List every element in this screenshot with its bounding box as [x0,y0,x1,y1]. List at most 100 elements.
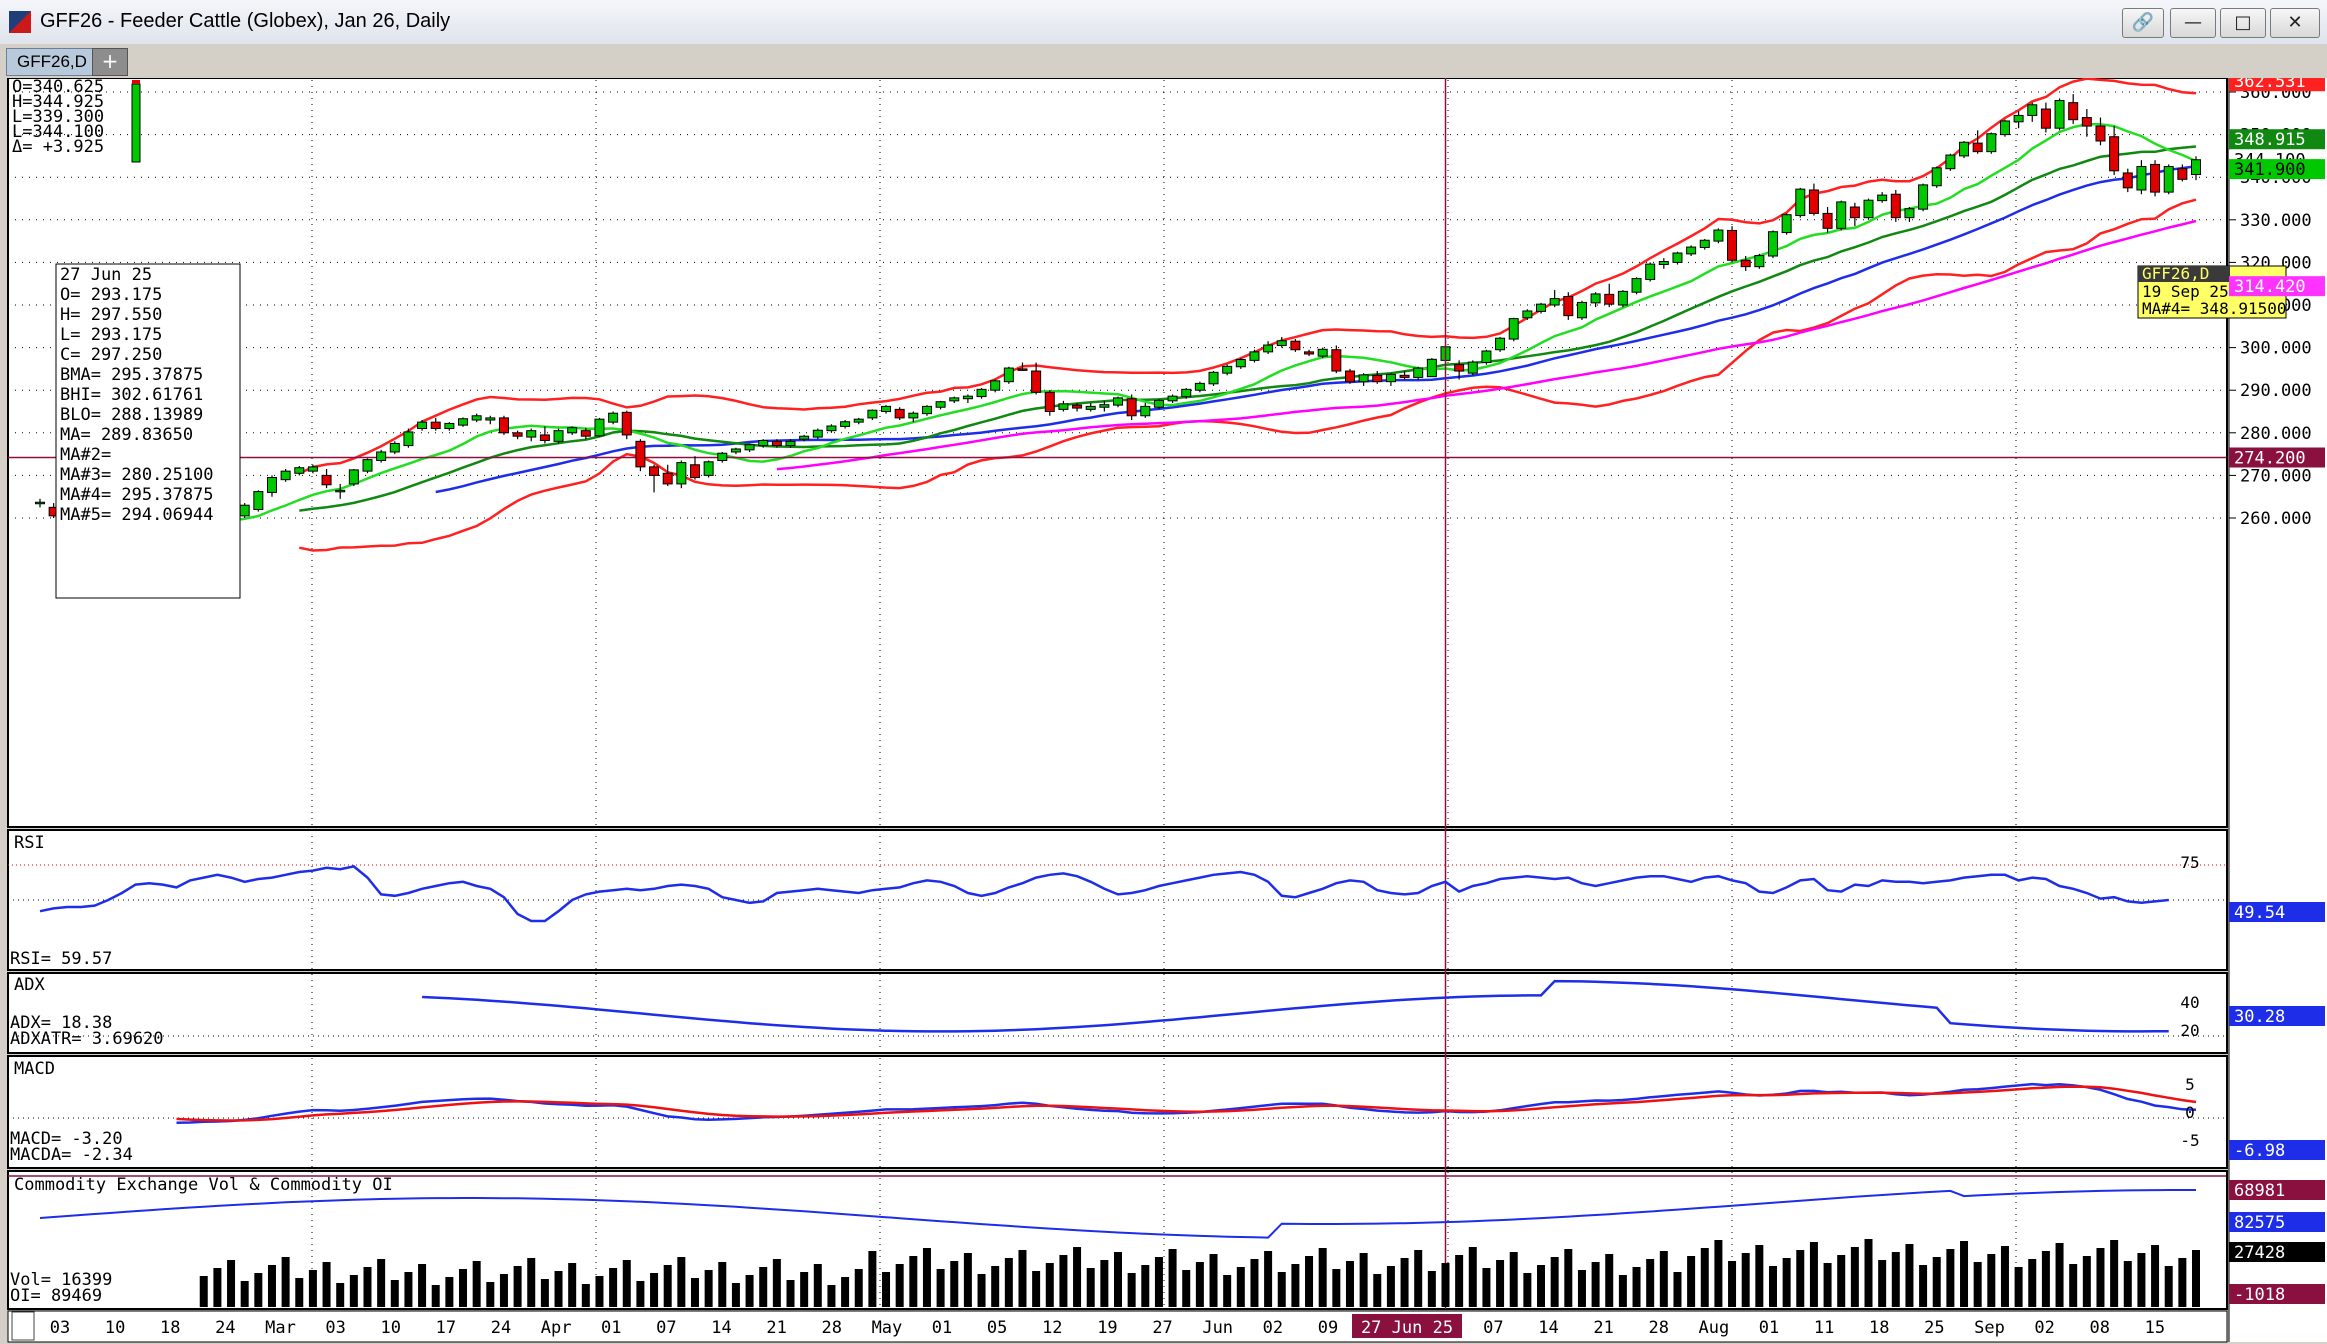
close-button[interactable]: ✕ [2270,8,2320,38]
x-tick-label: 08 [2090,1318,2110,1338]
candle-body [1767,231,1778,257]
candle-body [758,439,769,447]
volume-bar [963,1253,972,1307]
volume-bar [1523,1273,1532,1307]
candle-body [1276,340,1287,346]
candle-body [649,466,660,476]
candle-body [471,415,482,421]
data-window-line: BHI= 302.61761 [60,385,203,405]
volume-bar [281,1257,290,1307]
volume-bar [1905,1244,1914,1307]
volume-tag: -1018 [2234,1285,2285,1305]
candle-body [867,409,878,419]
candle-body [1740,259,1751,268]
candle-body [1890,193,1901,219]
add-tab-button[interactable]: + [92,48,128,76]
tab-bar: GFF26,D + [0,44,2327,78]
candle-body [840,421,851,427]
volume-bar [1577,1270,1586,1307]
scroll-box[interactable] [11,1311,35,1341]
candle-body [553,430,564,442]
adx-pane[interactable] [7,972,2228,1054]
x-tick-label: 28 [822,1318,842,1338]
macd-plot [8,1082,2226,1124]
volume-bar [1646,1259,1655,1307]
volume-bar [2014,1267,2023,1307]
candle-body [662,472,673,485]
candle-body [1072,404,1083,409]
adx-tag: 30.28 [2234,1007,2285,1027]
volume-bar [1154,1257,1163,1307]
candle-body [266,477,277,493]
x-tick-label: 11 [1814,1318,1834,1338]
volume-bar [540,1279,549,1307]
candle-body [1645,263,1656,280]
price-plot [8,78,2226,1309]
link-icon[interactable]: 🔗 [2122,8,2164,38]
tab-gff26[interactable]: GFF26,D [6,48,98,76]
candle-body [1563,295,1574,317]
candle-body [703,461,714,476]
candle-body [1058,403,1069,410]
ma-blue-line [435,164,2197,494]
candle-body [1454,364,1465,372]
volume-bar [1373,1274,1382,1307]
x-cursor-label-bg [1352,1314,1462,1338]
data-window-line: H= 297.550 [60,305,162,325]
chart-canvas[interactable]: 360.000350.000340.000330.000320.000310.0… [0,78,2327,1344]
candle-body [567,427,578,434]
candle-body [1959,141,1970,157]
candle-body [307,466,318,472]
volume-bar [690,1278,699,1307]
rsi-tag: 49.54 [2234,903,2285,923]
candle-body [1631,278,1642,293]
candle-body [744,444,755,451]
ohlc-mini-candle [131,83,141,163]
volume-bar [650,1273,659,1307]
open-interest-line [39,1189,2196,1239]
candle-body [1263,344,1274,353]
volume-bar [595,1276,604,1307]
data-window-line: MA#4= 295.37875 [60,485,214,505]
candle-body [348,469,359,485]
x-tick-label: 01 [932,1318,952,1338]
x-tick-label: 21 [1593,1318,1613,1338]
volume-bar [936,1269,945,1307]
rsi-title: RSI [14,833,45,853]
volume-bar [909,1256,918,1307]
x-tick-label: 02 [2034,1318,2054,1338]
candle-body [976,388,987,398]
price-pane[interactable] [7,78,2228,828]
volume-bar [2164,1266,2173,1307]
volume-bar [1059,1255,1068,1307]
volume-bar [1714,1240,1723,1307]
candle-body [444,422,455,430]
maximize-button[interactable]: □ [2220,8,2266,38]
candle-body [799,435,810,440]
minimize-button[interactable]: — [2170,8,2216,38]
candle-body [1822,212,1833,229]
macd-tag: -6.98 [2234,1141,2285,1161]
ohlc-line: Δ= +3.925 [12,137,104,157]
bollinger-lower-line [299,198,2197,552]
candle-body [1658,261,1669,266]
price-tag: 314.420 [2234,277,2306,297]
candle-body [608,412,619,423]
rsi-pane[interactable] [7,829,2228,971]
title-bar[interactable]: GFF26 - Feeder Cattle (Globex), Jan 26, … [0,0,2327,45]
candle-body [294,467,305,474]
volume-bar [213,1268,222,1307]
volume-plot [39,1189,2200,1307]
volume-bar [1045,1263,1054,1307]
volume-bar [1591,1262,1600,1307]
candle-body [594,418,605,437]
data-window-line: MA#5= 294.06944 [60,505,214,525]
x-tick-label: 03 [50,1318,70,1338]
volume-bar [445,1277,454,1307]
volume-bar [2178,1258,2187,1307]
volume-bar [977,1274,986,1307]
candle-body [1044,391,1055,412]
macd-title: MACD [14,1059,55,1079]
volume-bar [1687,1256,1696,1307]
price-tag: 341.900 [2234,160,2306,180]
